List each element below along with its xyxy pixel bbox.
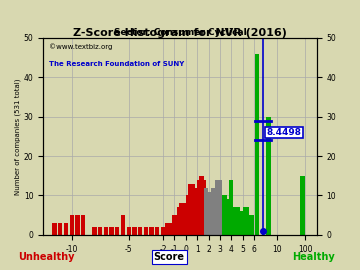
Text: Score: Score bbox=[154, 252, 185, 262]
Bar bbox=[170, 223, 174, 235]
Bar bbox=[231, 207, 236, 235]
Bar bbox=[220, 195, 224, 235]
Bar bbox=[161, 227, 165, 235]
Bar bbox=[188, 184, 193, 235]
Bar bbox=[300, 176, 305, 235]
Bar bbox=[138, 227, 142, 235]
Bar bbox=[126, 227, 131, 235]
Bar bbox=[75, 215, 80, 235]
Bar bbox=[179, 203, 183, 235]
Bar bbox=[184, 203, 188, 235]
Bar bbox=[167, 223, 172, 235]
Bar bbox=[206, 191, 211, 235]
Bar bbox=[255, 53, 259, 235]
Bar bbox=[98, 227, 102, 235]
Bar bbox=[177, 207, 181, 235]
Bar bbox=[53, 223, 57, 235]
Bar bbox=[186, 195, 190, 235]
Bar bbox=[174, 215, 179, 235]
Bar bbox=[69, 215, 74, 235]
Bar bbox=[92, 227, 97, 235]
Bar bbox=[190, 184, 195, 235]
Bar bbox=[249, 215, 254, 235]
Bar bbox=[229, 180, 234, 235]
Bar bbox=[155, 227, 159, 235]
Bar bbox=[213, 191, 217, 235]
Text: ©www.textbiz.org: ©www.textbiz.org bbox=[49, 44, 112, 50]
Bar bbox=[132, 227, 136, 235]
Y-axis label: Number of companies (531 total): Number of companies (531 total) bbox=[14, 78, 21, 195]
Bar bbox=[64, 223, 68, 235]
Bar bbox=[202, 180, 206, 235]
Bar bbox=[197, 180, 202, 235]
Bar bbox=[211, 188, 215, 235]
Text: 8.4498: 8.4498 bbox=[267, 128, 302, 137]
Text: Healthy: Healthy bbox=[292, 252, 334, 262]
Bar bbox=[163, 227, 167, 235]
Bar bbox=[238, 211, 243, 235]
Bar bbox=[222, 195, 227, 235]
Bar bbox=[245, 207, 249, 235]
Bar bbox=[81, 215, 85, 235]
Bar bbox=[115, 227, 120, 235]
Bar bbox=[266, 117, 270, 235]
Bar bbox=[215, 180, 220, 235]
Bar bbox=[234, 211, 238, 235]
Bar bbox=[181, 203, 186, 235]
Bar bbox=[172, 215, 176, 235]
Bar bbox=[243, 207, 247, 235]
Bar bbox=[121, 215, 125, 235]
Bar bbox=[144, 227, 148, 235]
Text: Sector: Consumer Cyclical: Sector: Consumer Cyclical bbox=[114, 28, 246, 37]
Bar bbox=[225, 200, 229, 235]
Bar bbox=[240, 211, 245, 235]
Text: The Research Foundation of SUNY: The Research Foundation of SUNY bbox=[49, 62, 184, 68]
Bar bbox=[236, 207, 240, 235]
Bar bbox=[218, 180, 222, 235]
Bar bbox=[193, 188, 197, 235]
Bar bbox=[104, 227, 108, 235]
Bar bbox=[165, 223, 170, 235]
Bar bbox=[204, 188, 208, 235]
Title: Z-Score Histogram for NVR (2016): Z-Score Histogram for NVR (2016) bbox=[73, 28, 287, 38]
Bar bbox=[149, 227, 154, 235]
Bar bbox=[195, 188, 199, 235]
Bar bbox=[109, 227, 114, 235]
Bar bbox=[227, 203, 231, 235]
Text: Unhealthy: Unhealthy bbox=[19, 252, 75, 262]
Bar bbox=[208, 195, 213, 235]
Bar bbox=[58, 223, 63, 235]
Bar bbox=[199, 176, 204, 235]
Bar bbox=[247, 215, 252, 235]
